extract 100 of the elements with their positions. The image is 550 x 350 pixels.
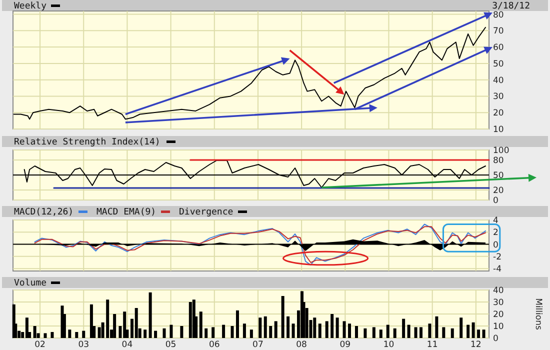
legend-label: Relative Strength Index(14) bbox=[14, 138, 160, 148]
x-tick-label: 07 bbox=[252, 340, 264, 350]
y-tick-label: 20 bbox=[493, 108, 504, 119]
bar bbox=[188, 302, 192, 338]
text: 3/18/12 bbox=[492, 2, 530, 12]
bar bbox=[435, 316, 438, 338]
bar bbox=[482, 330, 486, 338]
bar bbox=[199, 312, 202, 338]
bar bbox=[269, 326, 272, 338]
bar bbox=[466, 324, 470, 338]
x-tick-label: 10 bbox=[383, 340, 394, 350]
bar bbox=[379, 330, 382, 338]
bar bbox=[75, 332, 78, 338]
bar bbox=[460, 318, 463, 338]
bar bbox=[144, 330, 147, 338]
bar bbox=[318, 324, 322, 338]
x-tick-label: 11 bbox=[426, 340, 438, 350]
bar bbox=[281, 296, 284, 338]
y-tick-label: 50 bbox=[493, 171, 504, 181]
bar bbox=[420, 327, 422, 338]
bar bbox=[342, 321, 346, 338]
bar bbox=[330, 314, 334, 338]
y-tick-label: 70 bbox=[493, 26, 504, 37]
legend-label: MACD(12,26) bbox=[14, 208, 74, 218]
y-tick-label: 10 bbox=[493, 125, 504, 135]
bar bbox=[364, 328, 367, 338]
bar bbox=[25, 318, 28, 338]
x-tick-label: 02 bbox=[34, 340, 46, 350]
bar bbox=[222, 324, 226, 338]
y-tick-label: 50 bbox=[493, 59, 504, 70]
legend-label: Volume bbox=[14, 278, 47, 288]
y-tick-label: 20 bbox=[493, 310, 504, 320]
y-tick-label: 40 bbox=[493, 286, 504, 296]
x-tick-label: 05 bbox=[165, 340, 176, 350]
bar bbox=[336, 318, 339, 338]
y-tick-label: 40 bbox=[493, 76, 504, 86]
x-tick-label: 09 bbox=[340, 340, 351, 350]
y-tick-label: 4 bbox=[493, 216, 498, 226]
y-axis-title: Millions bbox=[533, 298, 543, 330]
bar bbox=[414, 327, 418, 338]
bar bbox=[393, 328, 396, 338]
bar bbox=[258, 318, 262, 338]
y-tick-label: 80 bbox=[493, 156, 504, 166]
bar bbox=[407, 324, 410, 338]
bar bbox=[348, 324, 352, 338]
y-tick-label: -2 bbox=[493, 252, 502, 262]
bar bbox=[90, 304, 93, 338]
bar bbox=[442, 327, 446, 338]
bar bbox=[154, 330, 158, 338]
bar bbox=[180, 326, 184, 338]
bar bbox=[236, 310, 239, 338]
bar bbox=[402, 318, 406, 338]
x-tick-label: 12 bbox=[470, 340, 482, 350]
y-tick-label: 100 bbox=[493, 146, 510, 156]
y-tick-label: 30 bbox=[493, 298, 504, 308]
bar bbox=[68, 330, 72, 338]
bar bbox=[113, 314, 116, 338]
bar bbox=[44, 333, 47, 338]
y-tick-label: 10 bbox=[493, 322, 504, 332]
y-tick-label: 0 bbox=[493, 240, 498, 250]
y-tick-label: 30 bbox=[493, 92, 504, 102]
x-tick-label: 04 bbox=[122, 340, 133, 350]
y-tick-label: 0 bbox=[493, 334, 498, 344]
legend-label: Weekly bbox=[14, 2, 48, 12]
bar bbox=[386, 324, 390, 338]
bar bbox=[82, 330, 86, 338]
bar bbox=[212, 327, 215, 338]
x-tick-label: 06 bbox=[208, 340, 220, 350]
bar bbox=[250, 330, 253, 338]
bar bbox=[292, 324, 295, 338]
bar bbox=[170, 324, 173, 338]
bar bbox=[50, 332, 54, 338]
bar bbox=[242, 324, 246, 338]
bar bbox=[148, 292, 152, 338]
x-tick-label: 03 bbox=[78, 340, 90, 350]
bar bbox=[313, 318, 316, 338]
y-tick-label: 2 bbox=[493, 228, 498, 238]
bar bbox=[354, 326, 358, 338]
y-tick-label: 60 bbox=[493, 43, 504, 54]
bar bbox=[33, 326, 36, 338]
bar bbox=[286, 316, 290, 338]
bar bbox=[230, 326, 234, 338]
bar bbox=[372, 327, 376, 338]
x-tick-label: 08 bbox=[296, 340, 307, 350]
bar bbox=[477, 330, 480, 338]
bar bbox=[264, 316, 267, 338]
bar bbox=[204, 328, 208, 338]
bar bbox=[325, 321, 328, 338]
legend-label: Divergence bbox=[179, 208, 234, 218]
line-series bbox=[13, 26, 486, 120]
y-tick-label: 20 bbox=[493, 186, 504, 196]
bar bbox=[162, 328, 166, 338]
y-tick-label: 80 bbox=[493, 10, 504, 20]
y-tick-label: -4 bbox=[493, 264, 502, 275]
bar bbox=[450, 328, 454, 338]
bar bbox=[134, 308, 138, 338]
legend-label: MACD EMA(9) bbox=[96, 208, 156, 218]
y-tick-label: 0 bbox=[493, 196, 498, 206]
bar bbox=[428, 324, 432, 338]
bar bbox=[472, 322, 475, 338]
